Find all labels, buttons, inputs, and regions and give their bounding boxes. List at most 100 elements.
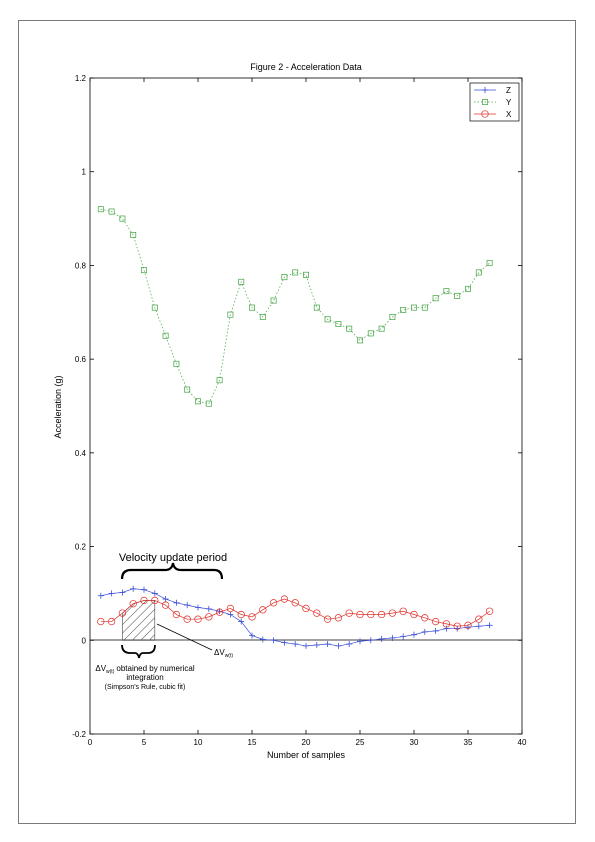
series-z-point <box>313 641 320 648</box>
series-y-point <box>465 285 471 292</box>
series-z-point <box>475 623 482 630</box>
series-x-point <box>215 608 224 616</box>
delta-v-pointer-symbol: ΔV <box>214 648 225 657</box>
y-tick-label: 0 <box>82 636 87 645</box>
series-y-point <box>216 377 223 384</box>
series-z-point <box>346 641 353 648</box>
series-y-point <box>313 304 320 311</box>
series-z-point <box>173 599 180 606</box>
x-tick-label: 40 <box>518 738 527 747</box>
y-tick-label: -0.2 <box>72 730 86 739</box>
chart-title: Figure 2 - Acceleration Data <box>250 62 362 72</box>
integration-label-text: obtained by numerical <box>116 664 194 673</box>
legend-item-x: X <box>474 110 512 119</box>
integration-hatched-area <box>122 600 156 641</box>
series-x-point <box>237 610 245 619</box>
integration-label-line1: ΔVw(t) obtained by numerical <box>95 664 195 675</box>
y-axis-ticks: -0.2 0 0.2 0.4 0.6 0.8 1 1.2 <box>72 74 522 739</box>
series-y-point <box>151 304 158 311</box>
series-x-point <box>345 609 353 617</box>
x-axis-ticks: 0 5 10 15 20 25 30 35 40 <box>88 78 527 747</box>
series-y-point <box>389 314 396 320</box>
series-z-point <box>400 633 407 640</box>
series-z-point <box>108 590 115 597</box>
series-z-point <box>432 627 439 634</box>
y-tick-label: 0.4 <box>75 449 87 458</box>
series-y-point <box>97 206 104 213</box>
delta-v-pointer-label: ΔVw(t) <box>214 648 233 659</box>
x-tick-label: 25 <box>356 738 365 747</box>
series-z-point <box>205 605 212 612</box>
series-x-point <box>259 606 267 614</box>
velocity-update-period-label: Velocity update period <box>119 552 227 564</box>
series-y-point <box>130 232 137 238</box>
series-x-point <box>356 610 364 619</box>
series-z-point <box>130 585 137 592</box>
series-z-point <box>238 618 245 625</box>
series-z-point <box>281 639 288 646</box>
x-tick-label: 20 <box>302 738 311 747</box>
series-y-point <box>400 306 407 313</box>
y-tick-label: 0.8 <box>75 261 87 270</box>
legend: ZYX <box>469 82 520 122</box>
integration-delta-v-symbol: ΔV <box>95 664 106 673</box>
series-y-point <box>346 325 353 332</box>
series-y-point <box>292 269 299 276</box>
series-z-point <box>151 590 158 597</box>
y-tick-label: 1 <box>82 168 87 177</box>
series-z-point <box>389 634 396 641</box>
series-z-point <box>97 592 104 599</box>
y-tick-label: 1.2 <box>75 74 87 83</box>
series-y-point <box>108 208 115 215</box>
legend-box <box>469 82 520 122</box>
series-x-line <box>100 598 490 627</box>
series-z-point <box>184 602 191 609</box>
x-tick-label: 30 <box>410 738 419 747</box>
legend-marker-x <box>481 110 489 118</box>
series-y-point <box>324 316 331 323</box>
series-y-point <box>173 360 180 367</box>
series-y-point <box>141 267 147 274</box>
series-x-point <box>399 607 407 615</box>
series-x-point <box>183 615 191 623</box>
series-z-point <box>357 638 363 645</box>
series-x-point <box>464 621 472 629</box>
series-y-point <box>432 295 439 302</box>
y-tick-label: 0.2 <box>75 543 87 552</box>
integration-delta-v-subscript: w(t) <box>106 669 115 675</box>
series-x-point <box>323 615 332 623</box>
delta-v-pointer-subscript: w(t) <box>225 653 234 659</box>
series-z-point <box>270 637 277 644</box>
y-tick-label: 0.6 <box>75 355 87 364</box>
series-z-point <box>324 641 331 648</box>
series-y-point <box>184 386 191 393</box>
series-x-point <box>388 609 397 617</box>
x-axis-label: Number of samples <box>267 750 346 760</box>
series-z-point <box>421 628 428 635</box>
series-y-point <box>205 400 212 407</box>
series-y-point <box>335 321 342 327</box>
page-frame <box>18 20 576 824</box>
series-z-point <box>141 586 147 593</box>
velocity-period-brace <box>120 562 224 580</box>
series-z-point <box>162 596 169 603</box>
series-z-point <box>486 622 493 629</box>
series-x-point <box>431 617 440 626</box>
delta-v-pointer-line <box>156 623 213 651</box>
series-x-point <box>442 620 451 628</box>
series-x-point <box>302 604 310 613</box>
x-tick-label: 10 <box>194 738 203 747</box>
series-y-point <box>162 332 169 339</box>
legend-marker-z <box>482 87 488 93</box>
x-tick-label: 15 <box>248 738 257 747</box>
series-x-point <box>107 617 116 626</box>
series-y-point <box>227 311 234 318</box>
series-z-line <box>100 588 490 647</box>
series-z-point <box>119 589 126 596</box>
series-z-point <box>335 642 342 649</box>
series-z-point <box>411 631 417 638</box>
series-y-point <box>367 330 374 337</box>
series-y-line <box>100 208 490 405</box>
series-y-point <box>454 292 461 299</box>
